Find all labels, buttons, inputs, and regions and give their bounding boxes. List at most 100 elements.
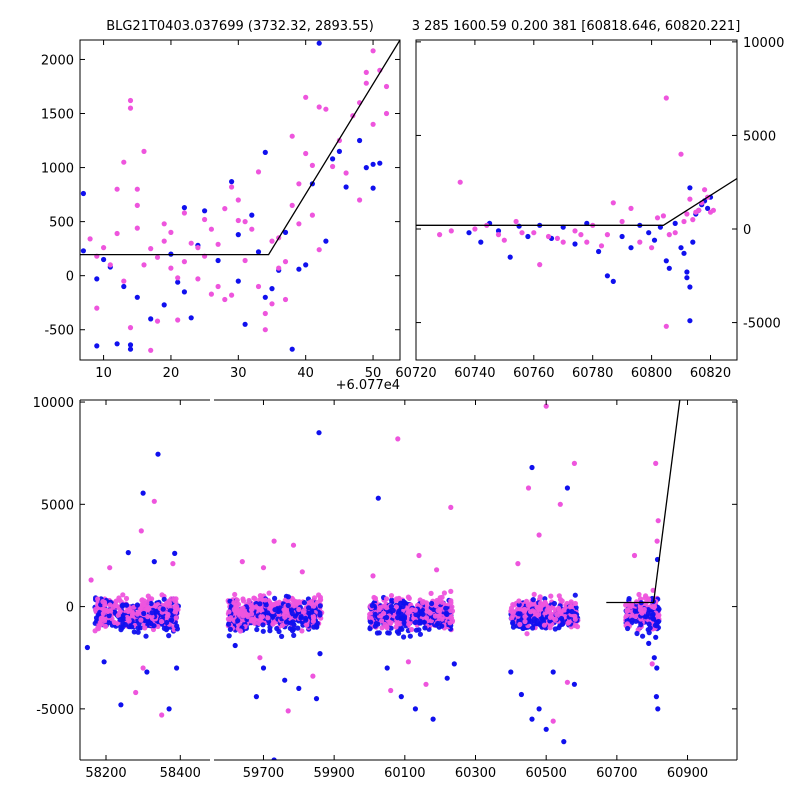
point-blue	[134, 294, 140, 300]
y-tick-label: 10000	[743, 36, 784, 51]
point-blue	[303, 262, 309, 268]
point-pink	[262, 310, 268, 317]
point-blue	[536, 706, 542, 712]
point-season-cloud	[160, 606, 166, 612]
point-pink	[501, 237, 507, 243]
point-pink	[289, 133, 295, 139]
point-pink	[242, 219, 248, 225]
point-season-cloud	[566, 619, 572, 625]
point-season-cloud	[95, 596, 101, 602]
point-blue	[444, 675, 450, 681]
point-season-cloud	[146, 620, 152, 626]
x-tick-label: 60720	[395, 366, 436, 381]
point-pink	[363, 80, 369, 86]
point-season-cloud	[528, 601, 534, 607]
point-season-cloud	[138, 617, 144, 623]
point-blue	[127, 346, 134, 352]
point-pink	[141, 148, 147, 154]
point-season-cloud	[282, 608, 288, 614]
point-pink	[383, 83, 390, 90]
point-pink	[654, 215, 661, 221]
point-pink	[690, 217, 696, 223]
point-season-cloud	[409, 626, 415, 633]
point-pink	[702, 187, 708, 193]
x-offset-label: +6.077e4	[336, 378, 400, 393]
zoom-left-chart: 10 20 30 40 50 -500 0 500 1000 1500 2000 +6.077e4	[41, 39, 401, 393]
point-season-cloud	[437, 595, 443, 601]
point-pink	[584, 239, 590, 245]
point-blue	[155, 451, 161, 457]
point-blue	[253, 694, 259, 700]
point-season-cloud	[148, 600, 154, 607]
x-tick-label: 58400	[160, 766, 201, 781]
point-season-cloud	[298, 615, 304, 621]
point-pink	[457, 179, 463, 185]
point-season-cloud	[144, 600, 150, 606]
point-blue	[118, 702, 124, 708]
point-pink	[202, 216, 208, 223]
point-blue	[161, 302, 167, 308]
point-pink	[515, 561, 521, 567]
point-pink	[235, 217, 241, 224]
point-pink	[299, 569, 305, 575]
point-blue	[140, 490, 146, 496]
point-pink	[303, 150, 309, 157]
point-blue	[525, 233, 531, 240]
point-season-cloud	[279, 622, 285, 629]
point-blue	[370, 161, 376, 167]
point-season-cloud	[388, 625, 394, 631]
point-season-cloud	[624, 613, 630, 619]
point-season-cloud	[102, 623, 109, 629]
point-season-cloud	[107, 602, 113, 608]
axes-frame	[79, 39, 401, 361]
point-pink	[222, 296, 228, 303]
point-blue	[646, 640, 652, 647]
plot-area	[80, 40, 400, 353]
point-season-cloud	[313, 623, 319, 629]
point-season-cloud	[396, 608, 402, 614]
point-pink	[663, 323, 669, 329]
point-pink	[631, 552, 638, 559]
x-tick-label: 60760	[513, 366, 554, 381]
point-blue	[282, 677, 288, 683]
point-season-cloud	[551, 600, 558, 607]
point-blue	[687, 185, 693, 191]
y-tick-label: 5000	[41, 498, 74, 513]
point-blue	[114, 341, 120, 347]
point-season-cloud	[448, 598, 454, 604]
point-season-cloud	[288, 620, 294, 626]
point-season-cloud	[434, 600, 441, 606]
point-blue	[666, 265, 672, 271]
point-season-cloud	[572, 623, 578, 629]
point-season-cloud	[417, 631, 423, 637]
x-tick-label: 60740	[454, 366, 495, 381]
point-season-cloud	[306, 605, 312, 611]
x-tick-label: 60800	[631, 366, 672, 381]
zoom-right-chart: 60720 60740 60760 60780 60800 60820 -5000 0 5000…	[395, 36, 784, 381]
point-season-cloud	[629, 617, 635, 623]
point-season-cloud	[647, 625, 653, 631]
point-pink	[472, 226, 478, 232]
point-season-cloud	[290, 626, 297, 632]
x-tick-label: 59700	[243, 766, 284, 781]
point-blue	[121, 283, 127, 290]
point-blue	[451, 661, 457, 667]
point-season-cloud	[257, 601, 263, 607]
point-season-cloud	[555, 605, 562, 612]
point-pink	[168, 265, 174, 271]
point-season-cloud	[226, 633, 232, 639]
point-pink	[666, 232, 672, 238]
point-season-cloud	[547, 614, 554, 621]
point-blue	[175, 279, 181, 285]
point-season-cloud	[265, 610, 271, 616]
point-season-cloud	[141, 610, 147, 617]
point-blue	[148, 316, 154, 322]
point-pink	[289, 202, 295, 208]
point-season-cloud	[117, 617, 123, 623]
point-season-cloud	[376, 630, 382, 636]
point-blue	[151, 559, 157, 565]
point-blue	[596, 248, 602, 255]
point-season-cloud	[629, 602, 635, 608]
point-season-cloud	[652, 622, 658, 628]
